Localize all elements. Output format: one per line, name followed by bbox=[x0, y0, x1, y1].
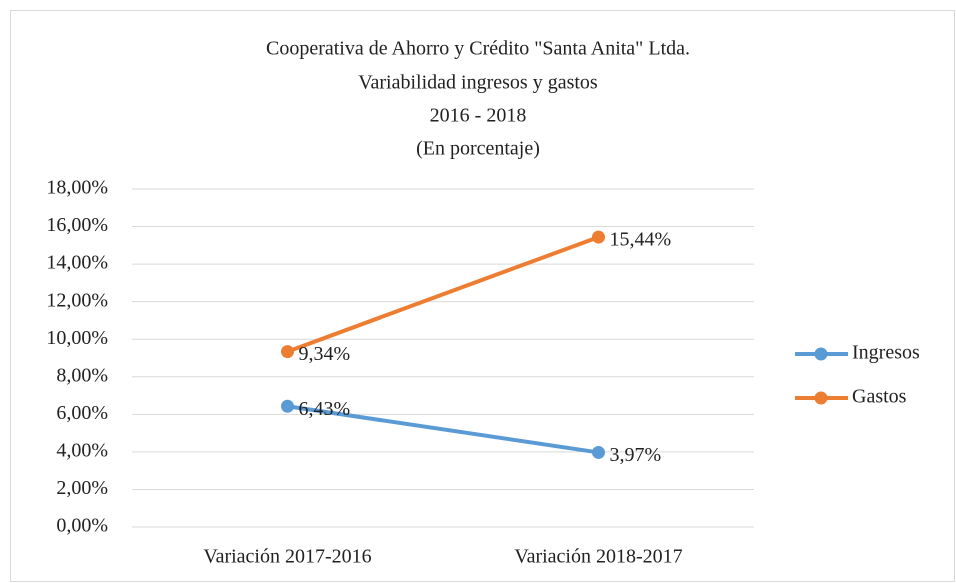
chart-title: Cooperativa de Ahorro y Crédito "Santa A… bbox=[266, 38, 690, 60]
point-marker bbox=[592, 230, 605, 244]
legend-label: Gastos bbox=[852, 386, 907, 408]
y-tick-label: 2,00% bbox=[56, 477, 108, 499]
point-marker bbox=[281, 345, 294, 359]
legend-marker bbox=[814, 347, 828, 361]
y-tick-label: 6,00% bbox=[56, 402, 108, 424]
chart-subtitle: (En porcentaje) bbox=[416, 138, 540, 160]
chart-subtitle: 2016 - 2018 bbox=[430, 105, 527, 127]
series-line bbox=[285, 404, 601, 455]
point-marker bbox=[592, 445, 605, 459]
data-label: 3,97% bbox=[610, 444, 662, 466]
y-tick-label: 10,00% bbox=[46, 327, 108, 349]
y-tick-label: 12,00% bbox=[46, 289, 108, 311]
point-marker bbox=[281, 399, 294, 413]
y-tick-label: 18,00% bbox=[46, 177, 108, 199]
y-tick-label: 14,00% bbox=[46, 252, 108, 274]
y-tick-label: 16,00% bbox=[46, 214, 108, 236]
legend-marker bbox=[814, 391, 828, 405]
chart-subtitle: Variabilidad ingresos y gastos bbox=[358, 72, 598, 94]
y-tick-label: 4,00% bbox=[56, 439, 108, 461]
legend-label: Ingresos bbox=[852, 342, 920, 364]
y-tick-label: 0,00% bbox=[56, 515, 108, 537]
data-label: 6,43% bbox=[299, 398, 351, 420]
series-line bbox=[285, 235, 601, 354]
chart-frame bbox=[10, 10, 955, 582]
x-tick-label: Variación 2017-2016 bbox=[203, 546, 371, 568]
y-tick-label: 8,00% bbox=[56, 364, 108, 386]
x-tick-label: Variación 2018-2017 bbox=[514, 546, 682, 568]
data-label: 9,34% bbox=[299, 343, 351, 365]
data-label: 15,44% bbox=[610, 229, 672, 251]
